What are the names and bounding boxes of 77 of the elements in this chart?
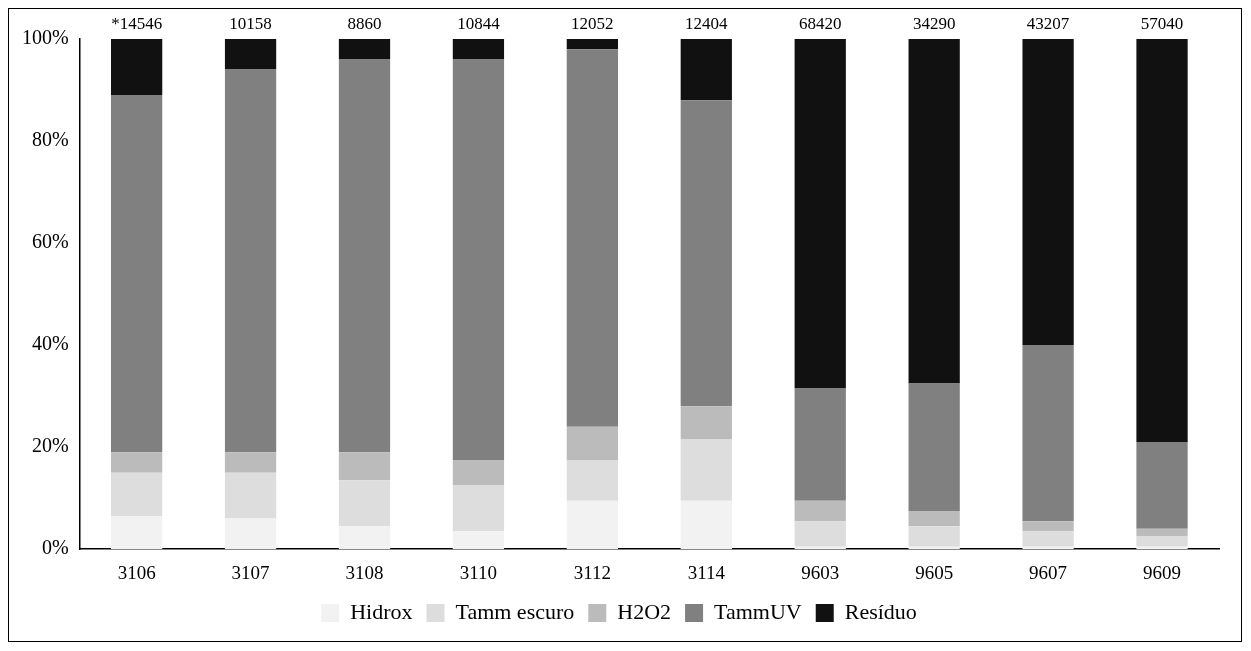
legend-label: Hidrox (350, 598, 413, 624)
bar (794, 39, 846, 389)
bar (110, 452, 163, 473)
annotation: 10844 (457, 13, 501, 33)
bar (680, 406, 732, 440)
annotation: 12052 (571, 13, 614, 33)
x-tick-label: 9607 (1029, 561, 1068, 583)
bar (224, 39, 277, 70)
x-tick-label: 9609 (1143, 561, 1182, 583)
bar (224, 69, 277, 453)
x-tick-label: 3108 (345, 561, 384, 583)
bar (908, 510, 960, 527)
bar (338, 59, 391, 453)
y-tick-label: 60% (31, 230, 69, 253)
bar (566, 49, 618, 427)
bar (338, 452, 391, 481)
bar (680, 100, 732, 407)
bar (908, 383, 960, 511)
bar (452, 59, 505, 460)
y-tick-label: 20% (31, 434, 69, 457)
bar (1136, 536, 1188, 547)
bar (452, 459, 505, 486)
bar (338, 39, 391, 60)
x-tick-label: 3107 (231, 561, 270, 583)
bar (680, 500, 732, 550)
legend-label: Resíduo (844, 598, 917, 624)
bar (566, 426, 618, 460)
y-tick-label: 40% (31, 332, 69, 355)
bar (452, 531, 505, 550)
bar (1136, 442, 1188, 529)
bar (794, 521, 846, 547)
legend-label: H2O2 (617, 598, 672, 624)
annotation: 43207 (1026, 13, 1070, 33)
bar (566, 500, 618, 550)
x-tick-label: 3114 (687, 561, 726, 583)
bar (680, 39, 732, 101)
annotation: 68420 (798, 13, 842, 33)
annotation: 10158 (229, 13, 272, 33)
bar (1022, 531, 1074, 547)
bar (110, 516, 163, 550)
bar (1022, 521, 1074, 532)
x-tick-label: 9603 (801, 561, 840, 583)
x-tick-label: 3110 (459, 561, 498, 583)
annotation: 34290 (912, 13, 956, 33)
bar (566, 459, 618, 501)
x-tick-label: 9605 (915, 561, 954, 583)
bar (566, 39, 618, 50)
y-tick-label: 80% (31, 128, 69, 151)
bar (110, 39, 163, 96)
x-tick-label: 3106 (117, 561, 156, 583)
bar (224, 518, 277, 550)
bar (908, 39, 960, 384)
bar (1022, 345, 1074, 522)
bar (794, 388, 846, 501)
bar (1136, 528, 1188, 537)
bar (224, 472, 277, 519)
annotation: *14546 (111, 13, 163, 33)
bar (110, 95, 163, 453)
annotation: 57040 (1140, 13, 1184, 33)
annotation: 8860 (347, 13, 382, 33)
legend-label: Tamm escuro (455, 598, 575, 624)
bar (908, 526, 960, 547)
bar (1022, 39, 1074, 346)
y-tick-label: 0% (41, 536, 69, 559)
bar (110, 472, 163, 517)
bar (452, 39, 505, 60)
bar (224, 452, 277, 473)
bar (338, 480, 391, 527)
bar (1136, 39, 1188, 443)
x-tick-label: 3112 (573, 561, 612, 583)
bar (338, 526, 391, 550)
annotation: 12404 (685, 13, 729, 33)
bar (680, 439, 732, 501)
legend-label: TammUV (714, 598, 802, 624)
bar (452, 485, 505, 532)
bar (794, 500, 846, 522)
y-tick-label: 100% (21, 26, 69, 49)
